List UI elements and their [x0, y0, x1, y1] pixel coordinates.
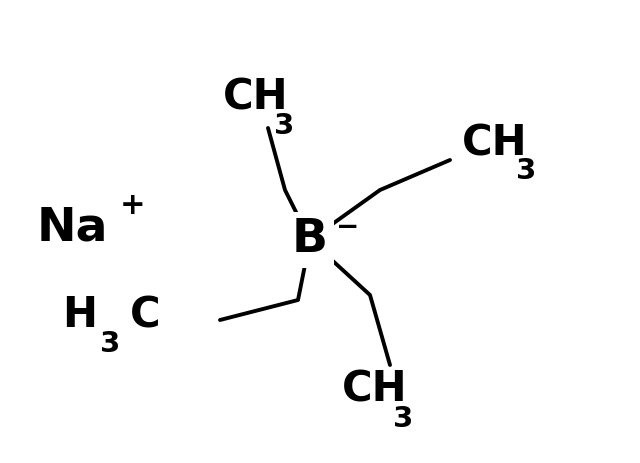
Text: Na: Na	[36, 206, 108, 250]
Text: 3: 3	[274, 112, 294, 140]
Text: 3: 3	[100, 330, 120, 358]
Text: 3: 3	[393, 405, 413, 433]
Text: CH: CH	[462, 122, 527, 164]
Text: 3: 3	[516, 157, 536, 185]
Text: +: +	[120, 190, 146, 219]
Text: B: B	[292, 218, 328, 263]
Text: CH: CH	[342, 369, 408, 411]
Text: C: C	[130, 294, 161, 336]
Text: H: H	[63, 294, 97, 336]
Text: −: −	[337, 213, 360, 241]
Text: CH: CH	[223, 77, 289, 119]
